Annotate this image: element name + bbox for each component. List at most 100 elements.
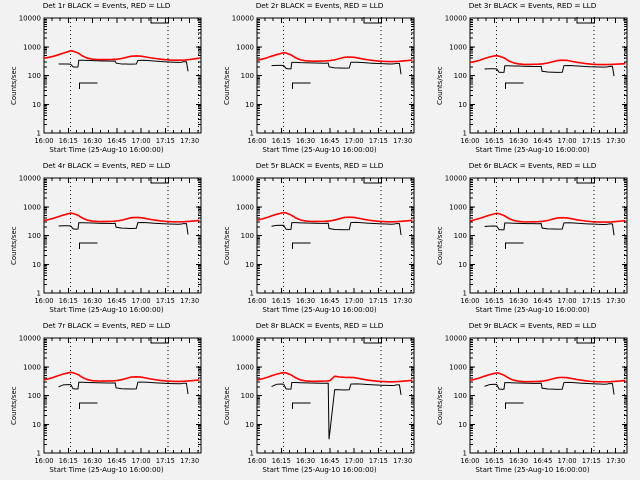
panel-det-6r: Det 6r BLACK = Events, RED = LLD Counts/s… (426, 160, 639, 320)
series-lld-line (256, 371, 413, 383)
panel-title-det-4r: Det 4r BLACK = Events, RED = LLD (42, 161, 171, 170)
plot-area-det-4r: 1 10 100 1000 10000 16:00 16:15 16:30 16:45 17:00… (19, 175, 202, 305)
plot-frame (43, 177, 202, 294)
series-events-line (58, 381, 189, 395)
x-tick-label: 17:15 (156, 457, 175, 465)
x-axis-label-det-5r: Start Time (25-Aug-10 16:00:00) (262, 306, 377, 314)
panel-title-det-9r: Det 9r BLACK = Events, RED = LLD (468, 321, 597, 330)
series-lld-line (469, 54, 626, 66)
x-tick-label: 16:15 (272, 457, 291, 465)
y-tick-label: 1 (37, 130, 41, 138)
y-tick-label: 10000 (232, 15, 254, 23)
panel-det-4r: Det 4r BLACK = Events, RED = LLD Counts/s… (0, 160, 213, 320)
x-tick-label: 16:15 (485, 137, 504, 145)
x-tick-label: 16:00 (460, 137, 479, 145)
y-tick-label: 10 (245, 421, 254, 429)
panel-det-8r: Det 8r BLACK = Events, RED = LLD Counts/s… (213, 320, 426, 480)
y-tick-label: 10000 (19, 175, 41, 183)
x-axis-label-det-2r: Start Time (25-Aug-10 16:00:00) (262, 146, 377, 154)
x-tick-label: 17:00 (558, 457, 577, 465)
y-tick-label: 10 (458, 261, 467, 269)
top-bracket-marker (576, 177, 596, 184)
x-tick-label: 16:00 (247, 297, 266, 305)
inner-step-marker (505, 402, 524, 409)
y-tick-label: 1000 (449, 43, 467, 51)
x-tick-label: 17:30 (180, 297, 199, 305)
x-tick-label: 17:15 (156, 137, 175, 145)
plot-frame (256, 337, 415, 454)
x-tick-label: 16:15 (485, 457, 504, 465)
x-tick-label: 17:15 (369, 457, 388, 465)
x-tick-label: 16:45 (533, 137, 552, 145)
y-tick-label: 10 (245, 261, 254, 269)
plot-area-det-5r: 1 10 100 1000 10000 16:00 16:15 16:30 16:45 17:00… (232, 175, 415, 305)
inner-step-marker (79, 402, 98, 409)
panel-title-det-7r: Det 7r BLACK = Events, RED = LLD (42, 321, 171, 330)
plot-area-det-7r: 1 10 100 1000 10000 16:00 16:15 16:30 16:45 17:00… (19, 335, 202, 465)
x-tick-label: 16:30 (509, 457, 528, 465)
x-tick-label: 17:00 (132, 457, 151, 465)
y-tick-label: 10 (245, 101, 254, 109)
panel-title-det-3r: Det 3r BLACK = Events, RED = LLD (468, 1, 597, 10)
plot-area-det-3r: 1 10 100 1000 10000 16:00 16:15 16:30 16:45 17:00… (445, 15, 628, 145)
panel-det-9r: Det 9r BLACK = Events, RED = LLD Counts/s… (426, 320, 639, 480)
x-tick-label: 17:30 (180, 457, 199, 465)
series-events-line (58, 59, 189, 72)
top-bracket-marker (150, 17, 170, 24)
x-tick-label: 17:15 (582, 457, 601, 465)
y-tick-label: 100 (241, 72, 254, 80)
x-tick-label: 16:30 (509, 137, 528, 145)
top-bracket-marker (363, 177, 383, 184)
inner-step-marker (292, 82, 311, 89)
series-lld-line (469, 372, 626, 383)
x-axis-label-det-8r: Start Time (25-Aug-10 16:00:00) (262, 466, 377, 474)
y-tick-label: 100 (241, 232, 254, 240)
x-tick-label: 17:30 (393, 457, 412, 465)
x-axis-label-det-4r: Start Time (25-Aug-10 16:00:00) (49, 306, 164, 314)
y-tick-label: 1000 (23, 43, 41, 51)
y-tick-label: 1000 (236, 203, 254, 211)
y-tick-label: 10000 (445, 175, 467, 183)
x-tick-label: 16:00 (34, 297, 53, 305)
x-tick-label: 16:15 (272, 297, 291, 305)
panel-title-det-6r: Det 6r BLACK = Events, RED = LLD (468, 161, 597, 170)
x-tick-label: 16:45 (107, 297, 126, 305)
x-tick-label: 16:30 (83, 297, 102, 305)
x-axis-label-det-7r: Start Time (25-Aug-10 16:00:00) (49, 466, 164, 474)
y-tick-label: 1000 (23, 363, 41, 371)
top-bracket-marker (363, 17, 383, 24)
plot-frame (43, 17, 202, 134)
panel-det-1r: Det 1r BLACK = Events, RED = LLD Counts/s… (0, 0, 213, 160)
x-axis-label-det-3r: Start Time (25-Aug-10 16:00:00) (475, 146, 590, 154)
panel-title-det-8r: Det 8r BLACK = Events, RED = LLD (255, 321, 384, 330)
x-tick-label: 16:15 (59, 137, 78, 145)
x-tick-label: 16:00 (247, 137, 266, 145)
x-tick-label: 17:00 (558, 297, 577, 305)
y-tick-label: 1 (250, 290, 254, 298)
series-lld-line (43, 49, 200, 62)
y-tick-label: 1000 (449, 363, 467, 371)
y-tick-label: 1000 (449, 203, 467, 211)
x-tick-label: 17:00 (132, 137, 151, 145)
inner-step-marker (505, 82, 524, 89)
panel-det-3r: Det 3r BLACK = Events, RED = LLD Counts/s… (426, 0, 639, 160)
x-tick-label: 17:15 (582, 137, 601, 145)
x-tick-label: 16:00 (34, 137, 53, 145)
panel-title-det-1r: Det 1r BLACK = Events, RED = LLD (42, 1, 171, 10)
x-tick-label: 16:30 (83, 137, 102, 145)
x-axis-label-det-9r: Start Time (25-Aug-10 16:00:00) (475, 466, 590, 474)
x-tick-label: 17:15 (369, 137, 388, 145)
inner-step-marker (292, 242, 311, 249)
series-lld-line (43, 371, 200, 383)
series-lld-line (256, 51, 413, 63)
x-axis-label-det-6r: Start Time (25-Aug-10 16:00:00) (475, 306, 590, 314)
x-tick-label: 17:00 (345, 137, 364, 145)
panel-det-2r: Det 2r BLACK = Events, RED = LLD Counts/s… (213, 0, 426, 160)
x-tick-label: 16:15 (59, 297, 78, 305)
y-tick-label: 1 (250, 130, 254, 138)
x-tick-label: 16:00 (460, 297, 479, 305)
x-tick-label: 17:30 (393, 137, 412, 145)
series-lld-line (469, 212, 626, 223)
series-events-line (484, 222, 615, 236)
x-tick-label: 16:45 (320, 297, 339, 305)
